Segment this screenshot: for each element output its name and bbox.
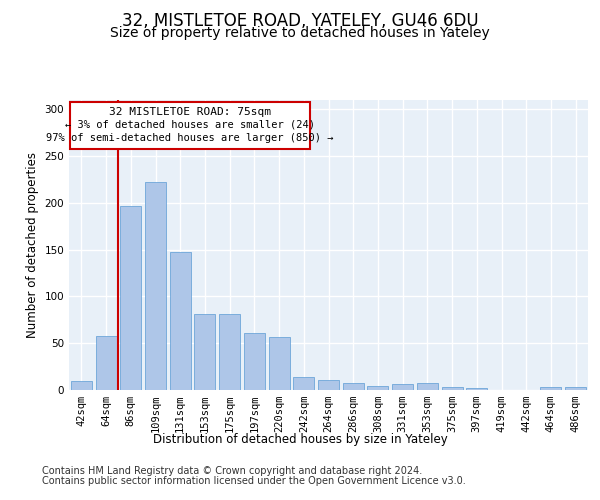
Text: Size of property relative to detached houses in Yateley: Size of property relative to detached ho…	[110, 26, 490, 40]
Bar	[219, 314, 240, 390]
Bar	[170, 252, 191, 390]
Text: Distribution of detached houses by size in Yateley: Distribution of detached houses by size …	[152, 432, 448, 446]
Bar	[442, 387, 463, 390]
Bar	[565, 387, 586, 390]
Bar	[392, 384, 413, 390]
Bar	[367, 386, 388, 390]
Text: ← 3% of detached houses are smaller (24): ← 3% of detached houses are smaller (24)	[65, 120, 315, 130]
Bar	[466, 388, 487, 390]
Bar	[293, 377, 314, 390]
Text: Contains public sector information licensed under the Open Government Licence v3: Contains public sector information licen…	[42, 476, 466, 486]
Bar	[244, 333, 265, 390]
Bar	[269, 336, 290, 390]
Text: 97% of semi-detached houses are larger (850) →: 97% of semi-detached houses are larger (…	[46, 132, 334, 142]
Bar	[71, 380, 92, 390]
Text: 32 MISTLETOE ROAD: 75sqm: 32 MISTLETOE ROAD: 75sqm	[109, 106, 271, 117]
Bar	[120, 206, 141, 390]
Bar	[541, 387, 562, 390]
Bar	[95, 336, 116, 390]
Text: Contains HM Land Registry data © Crown copyright and database right 2024.: Contains HM Land Registry data © Crown c…	[42, 466, 422, 476]
Bar	[194, 314, 215, 390]
Bar	[343, 382, 364, 390]
Bar	[417, 384, 438, 390]
Bar	[318, 380, 339, 390]
Bar	[145, 182, 166, 390]
Y-axis label: Number of detached properties: Number of detached properties	[26, 152, 39, 338]
FancyBboxPatch shape	[70, 102, 310, 148]
Text: 32, MISTLETOE ROAD, YATELEY, GU46 6DU: 32, MISTLETOE ROAD, YATELEY, GU46 6DU	[122, 12, 478, 30]
